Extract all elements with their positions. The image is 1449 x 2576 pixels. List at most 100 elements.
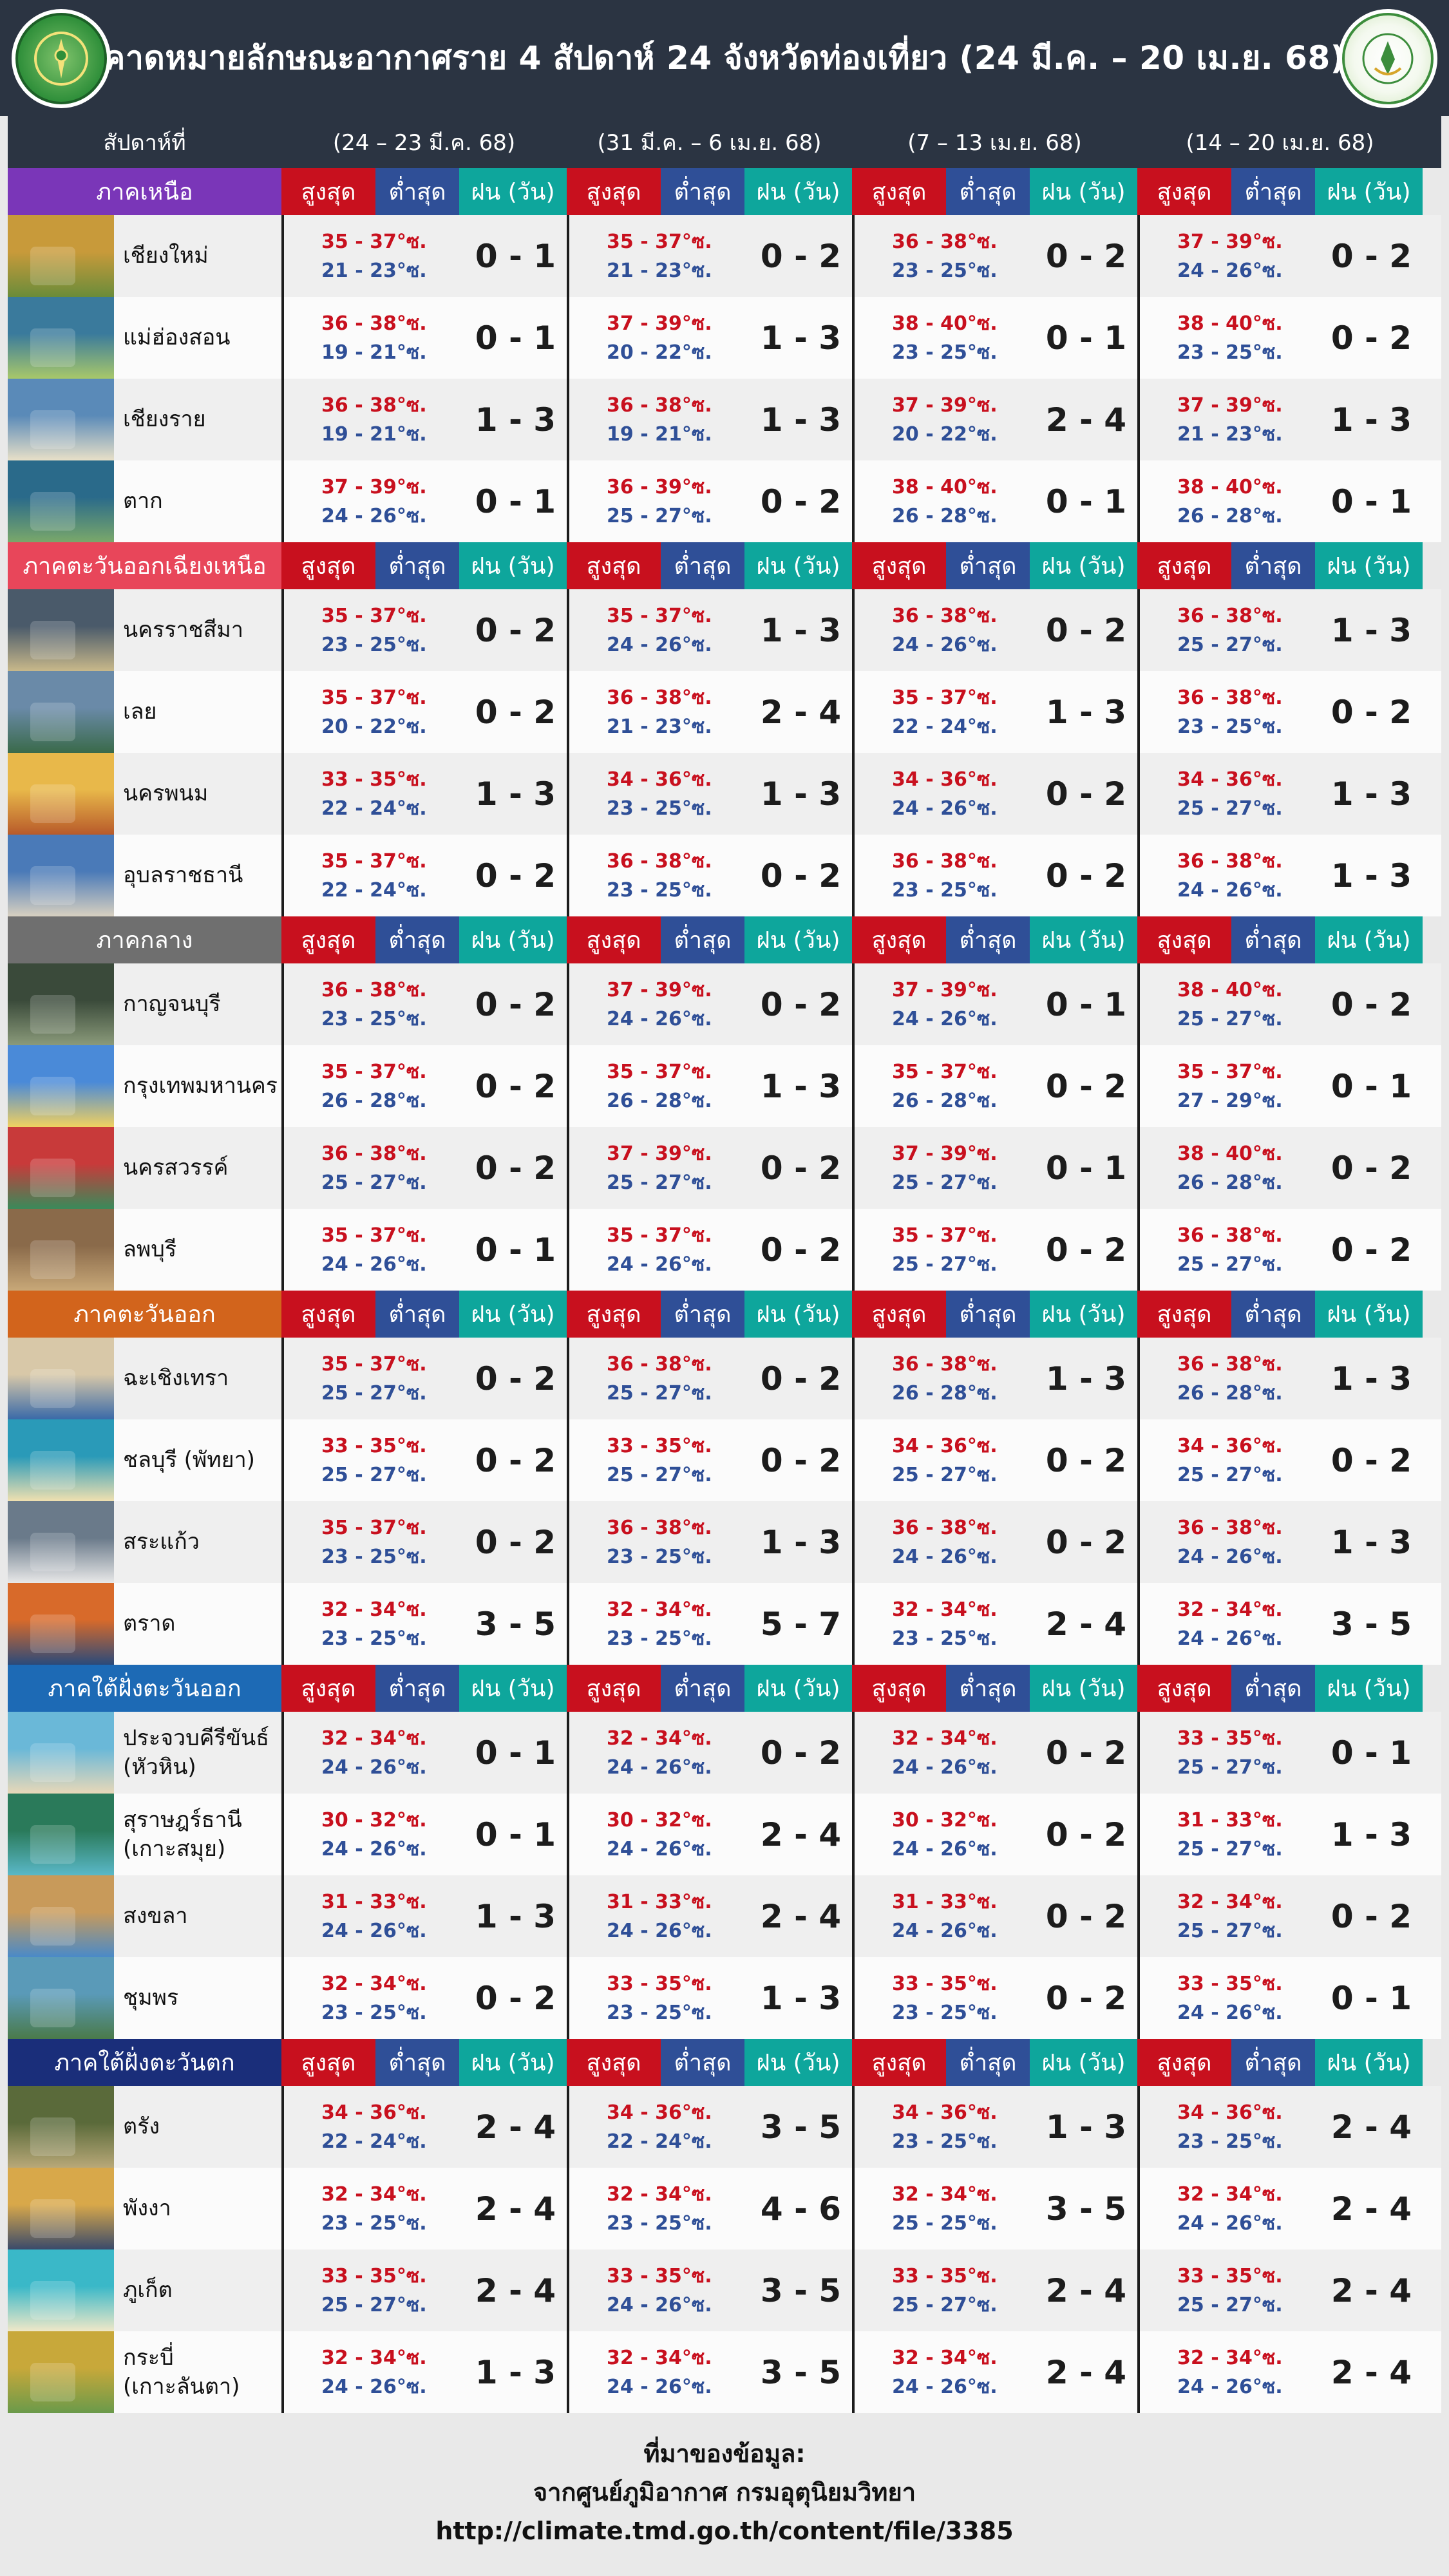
week-3-forecast: 35 - 37°ซ. 22 - 24°ซ. 1 - 3 [852, 671, 1137, 753]
temperature-range: 31 - 33°ซ. 24 - 26°ซ. [855, 1875, 1032, 1957]
min-temp: 25 - 27°ซ. [892, 1463, 998, 1486]
low-label: ต่ำสุด [1231, 2039, 1315, 2086]
week-4-dates: (14 – 20 เม.ย. 68) [1186, 129, 1374, 156]
max-temp: 36 - 38°ซ. [607, 1516, 712, 1539]
rain-days: 0 - 1 [1045, 1149, 1127, 1187]
temperature-range: 30 - 32°ซ. 24 - 26°ซ. [569, 1794, 747, 1875]
rain-days: 5 - 7 [760, 1605, 842, 1643]
province-row: ฉะเชิงเทรา 35 - 37°ซ. 25 - 27°ซ. 0 - 2 36 - … [8, 1338, 1441, 1419]
province-photo [8, 835, 114, 916]
low-label: ต่ำสุด [661, 1291, 744, 1338]
max-temp: 35 - 37°ซ. [321, 604, 427, 627]
max-temp: 33 - 35°ซ. [1177, 1972, 1283, 1995]
low-label: ต่ำสุด [1231, 1291, 1315, 1338]
week-2-forecast: 32 - 34°ซ. 23 - 25°ซ. 5 - 7 [567, 1583, 852, 1665]
max-temp: 34 - 36°ซ. [892, 1434, 998, 1457]
low-label: ต่ำสุด [661, 168, 744, 215]
week-4-forecast: 37 - 39°ซ. 21 - 23°ซ. 1 - 3 [1137, 379, 1423, 460]
min-temp: 25 - 27°ซ. [607, 504, 712, 527]
week-1-subheader: สูงสุด ต่ำสุด ฝน (วัน) [281, 1291, 567, 1338]
min-temp: 21 - 23°ซ. [1177, 422, 1283, 446]
rain-days: 0 - 2 [1045, 857, 1127, 895]
week-2-subheader: สูงสุด ต่ำสุด ฝน (วัน) [567, 916, 852, 963]
source-url[interactable]: http://climate.tmd.go.th/content/file/33… [435, 2517, 1014, 2545]
max-temp: 32 - 34°ซ. [321, 2183, 427, 2206]
week-3-forecast: 36 - 38°ซ. 23 - 25°ซ. 0 - 2 [852, 215, 1137, 297]
week-4-forecast: 32 - 34°ซ. 24 - 26°ซ. 2 - 4 [1137, 2331, 1423, 2413]
max-temp: 38 - 40°ซ. [892, 312, 998, 335]
min-temp: 24 - 26°ซ. [607, 1919, 712, 1942]
max-temp: 32 - 34°ซ. [892, 2183, 998, 2206]
province-photo [8, 1127, 114, 1209]
temperature-range: 36 - 38°ซ. 25 - 27°ซ. [569, 1338, 747, 1419]
rain-days-label: ฝน (วัน) [459, 916, 567, 963]
min-temp: 25 - 27°ซ. [892, 2293, 998, 2316]
temperature-range: 31 - 33°ซ. 25 - 27°ซ. [1140, 1794, 1318, 1875]
min-temp: 24 - 26°ซ. [892, 633, 998, 656]
rain-days: 0 - 2 [1331, 693, 1412, 731]
max-temp: 36 - 38°ซ. [607, 1352, 712, 1376]
province-row: ตาก 37 - 39°ซ. 24 - 26°ซ. 0 - 1 36 - 39°ซ. 25… [8, 460, 1441, 542]
rain-days: 0 - 2 [760, 1359, 842, 1397]
max-temp: 32 - 34°ซ. [607, 2183, 712, 2206]
rain-days: 2 - 4 [1331, 2271, 1412, 2309]
week-2-forecast: 33 - 35°ซ. 25 - 27°ซ. 0 - 2 [567, 1419, 852, 1501]
min-temp: 25 - 27°ซ. [1177, 1756, 1283, 1779]
low-label: ต่ำสุด [946, 2039, 1030, 2086]
max-temp: 33 - 35°ซ. [607, 1972, 712, 1995]
min-temp: 22 - 24°ซ. [321, 2130, 427, 2153]
week-1-forecast: 30 - 32°ซ. 24 - 26°ซ. 0 - 1 [281, 1794, 567, 1875]
min-temp: 25 - 27°ซ. [892, 1253, 998, 1276]
max-temp: 38 - 40°ซ. [1177, 475, 1283, 498]
max-temp: 36 - 38°ซ. [1177, 1224, 1283, 1247]
week-4-forecast: 38 - 40°ซ. 23 - 25°ซ. 0 - 2 [1137, 297, 1423, 379]
province-row: อุบลราชธานี 35 - 37°ซ. 22 - 24°ซ. 0 - 2 36 -… [8, 835, 1441, 916]
low-label: ต่ำสุด [375, 1665, 459, 1712]
max-temp: 32 - 34°ซ. [607, 1598, 712, 1621]
week-1-forecast: 35 - 37°ซ. 22 - 24°ซ. 0 - 2 [281, 835, 567, 916]
week-4-subheader: สูงสุด ต่ำสุด ฝน (วัน) [1137, 168, 1423, 215]
min-temp: 23 - 25°ซ. [321, 1627, 427, 1650]
week-3-forecast: 36 - 38°ซ. 23 - 25°ซ. 0 - 2 [852, 835, 1137, 916]
temperature-range: 30 - 32°ซ. 24 - 26°ซ. [284, 1794, 462, 1875]
rain-days: 0 - 2 [1045, 1979, 1127, 2017]
week-3-subheader: สูงสุด ต่ำสุด ฝน (วัน) [852, 916, 1137, 963]
max-temp: 31 - 33°ซ. [607, 1890, 712, 1913]
ministry-seal-icon [1338, 9, 1437, 108]
min-temp: 22 - 24°ซ. [321, 878, 427, 902]
province-row: สระแก้ว 35 - 37°ซ. 23 - 25°ซ. 0 - 2 36 - 38°… [8, 1501, 1441, 1583]
rain-days-label: ฝน (วัน) [744, 2039, 852, 2086]
week-1-dates: (24 – 23 มี.ค. 68) [332, 129, 516, 156]
rain-days-label: ฝน (วัน) [1315, 2039, 1423, 2086]
min-temp: 26 - 28°ซ. [607, 1089, 712, 1112]
min-temp: 23 - 25°ซ. [1177, 715, 1283, 738]
temperature-range: 34 - 36°ซ. 25 - 27°ซ. [1140, 1419, 1318, 1501]
rain-days: 0 - 2 [1045, 1734, 1127, 1772]
source-org: จากศูนย์ภูมิอากาศ กรมอุตุนิยมวิทยา [533, 2478, 916, 2506]
week-4-subheader: สูงสุด ต่ำสุด ฝน (วัน) [1137, 2039, 1423, 2086]
rain-days: 0 - 2 [1331, 319, 1412, 357]
max-temp: 36 - 38°ซ. [892, 230, 998, 253]
temperature-range: 37 - 39°ซ. 20 - 22°ซ. [569, 297, 747, 379]
min-temp: 20 - 22°ซ. [321, 715, 427, 738]
week-2-forecast: 31 - 33°ซ. 24 - 26°ซ. 2 - 4 [567, 1875, 852, 1957]
temperature-range: 32 - 34°ซ. 23 - 25°ซ. [284, 2168, 462, 2249]
week-1-forecast: 33 - 35°ซ. 22 - 24°ซ. 1 - 3 [281, 753, 567, 835]
rain-days: 1 - 3 [760, 401, 842, 439]
max-temp: 35 - 37°ซ. [892, 686, 998, 709]
province-row: นครพนม 33 - 35°ซ. 22 - 24°ซ. 1 - 3 34 - 36°ซ… [8, 753, 1441, 835]
max-temp: 35 - 37°ซ. [321, 1224, 427, 1247]
week-2-forecast: 32 - 34°ซ. 24 - 26°ซ. 3 - 5 [567, 2331, 852, 2413]
source-heading: ที่มาของข้อมูล: [643, 2439, 806, 2468]
week-4-forecast: 36 - 38°ซ. 25 - 27°ซ. 0 - 2 [1137, 1209, 1423, 1291]
rain-days: 1 - 3 [760, 775, 842, 813]
week-4-forecast: 34 - 36°ซ. 23 - 25°ซ. 2 - 4 [1137, 2086, 1423, 2168]
temperature-range: 37 - 39°ซ. 24 - 26°ซ. [284, 460, 462, 542]
week-1-forecast: 35 - 37°ซ. 23 - 25°ซ. 0 - 2 [281, 589, 567, 671]
week-1-forecast: 32 - 34°ซ. 23 - 25°ซ. 3 - 5 [281, 1583, 567, 1665]
rain-days: 2 - 4 [760, 693, 842, 731]
week-3-dates: (7 – 13 เม.ย. 68) [907, 129, 1082, 156]
high-label: สูงสุด [567, 1665, 661, 1712]
week-2-forecast: 36 - 38°ซ. 21 - 23°ซ. 2 - 4 [567, 671, 852, 753]
province-photo [8, 1583, 114, 1665]
